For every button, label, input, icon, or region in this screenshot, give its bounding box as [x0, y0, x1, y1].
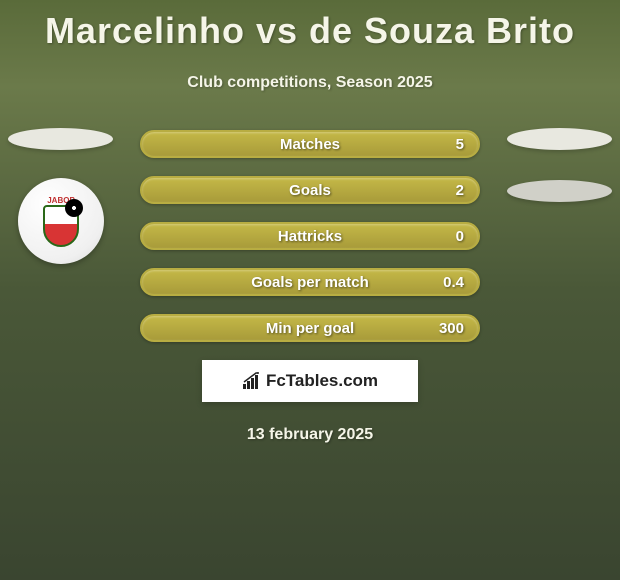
bar-row: Goals per match 0.4	[0, 268, 620, 296]
bar-value: 0.4	[443, 274, 464, 291]
bar-value: 2	[456, 182, 464, 199]
bar-row: Matches 5	[0, 130, 620, 158]
bar-hattricks: Hattricks 0	[140, 222, 480, 250]
bar-value: 0	[456, 228, 464, 245]
bar-label: Min per goal	[266, 320, 354, 337]
bar-row: Goals 2	[0, 176, 620, 204]
page-title: Marcelinho vs de Souza Brito	[0, 0, 620, 52]
bar-label: Hattricks	[278, 228, 342, 245]
bar-value: 5	[456, 136, 464, 153]
bar-row: Hattricks 0	[0, 222, 620, 250]
bar-min-per-goal: Min per goal 300	[140, 314, 480, 342]
bar-goals: Goals 2	[140, 176, 480, 204]
bars-container: Matches 5 Goals 2 Hattricks 0 Goals per …	[0, 130, 620, 342]
brand-text: FcTables.com	[266, 371, 378, 391]
date-text: 13 february 2025	[0, 426, 620, 444]
bar-value: 300	[439, 320, 464, 337]
bar-label: Matches	[280, 136, 340, 153]
bar-goals-per-match: Goals per match 0.4	[140, 268, 480, 296]
bar-label: Goals per match	[251, 274, 369, 291]
chart-icon	[242, 372, 262, 390]
brand-box: FcTables.com	[202, 360, 418, 402]
bar-matches: Matches 5	[140, 130, 480, 158]
bar-row: Min per goal 300	[0, 314, 620, 342]
subtitle: Club competitions, Season 2025	[0, 74, 620, 92]
bar-label: Goals	[289, 182, 331, 199]
